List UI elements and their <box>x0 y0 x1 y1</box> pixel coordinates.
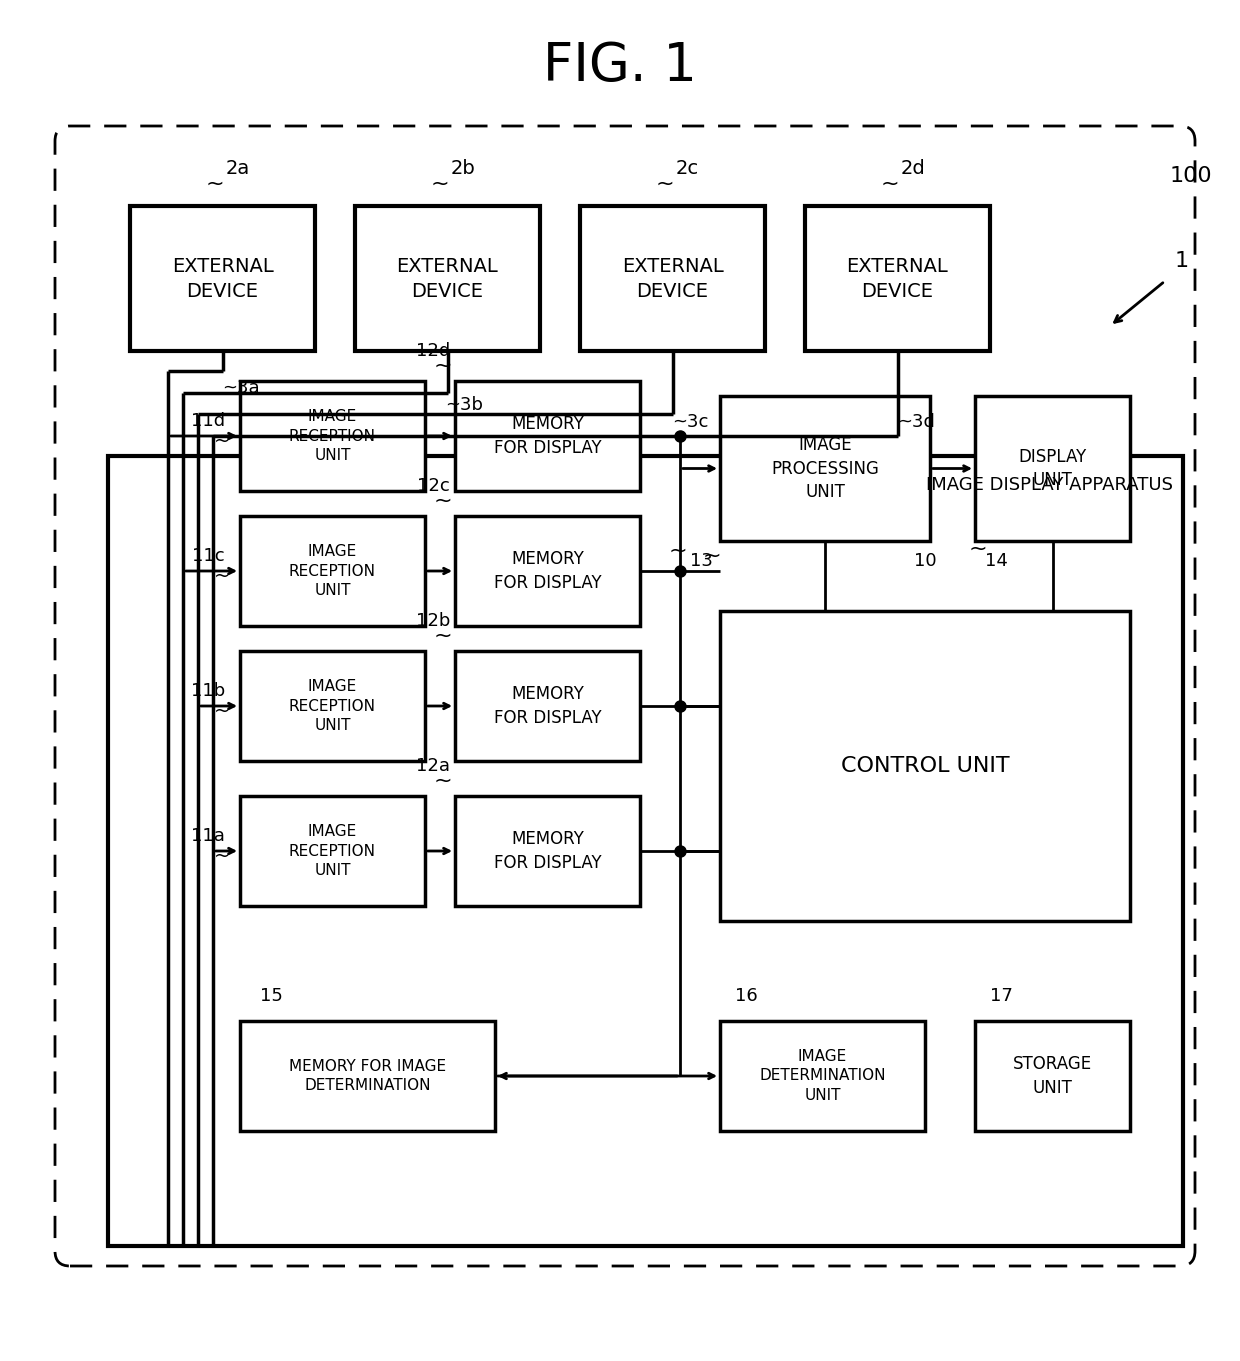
Text: 1: 1 <box>1176 250 1189 271</box>
Text: ~: ~ <box>434 626 453 646</box>
Bar <box>720 396 930 542</box>
Text: 16: 16 <box>735 987 758 1004</box>
Text: IMAGE
DETERMINATION
UNIT: IMAGE DETERMINATION UNIT <box>759 1049 885 1104</box>
Text: DISPLAY
UNIT: DISPLAY UNIT <box>1018 448 1086 490</box>
Bar <box>241 516 425 626</box>
Text: 12c: 12c <box>417 476 450 495</box>
Text: MEMORY
FOR DISPLAY: MEMORY FOR DISPLAY <box>494 415 601 457</box>
Text: IMAGE
PROCESSING
UNIT: IMAGE PROCESSING UNIT <box>771 436 879 501</box>
Text: ~: ~ <box>213 566 229 585</box>
Text: 2c: 2c <box>676 158 699 177</box>
Text: ~: ~ <box>703 546 722 566</box>
Text: 11a: 11a <box>191 827 224 845</box>
Text: IMAGE
RECEPTION
UNIT: IMAGE RECEPTION UNIT <box>289 823 376 878</box>
Text: ~: ~ <box>434 491 453 510</box>
Text: MEMORY
FOR DISPLAY: MEMORY FOR DISPLAY <box>494 830 601 872</box>
Text: ~: ~ <box>880 174 899 195</box>
Text: 11b: 11b <box>191 682 224 700</box>
Text: ~: ~ <box>968 539 987 559</box>
Text: MEMORY FOR IMAGE
DETERMINATION: MEMORY FOR IMAGE DETERMINATION <box>289 1059 446 1093</box>
Text: ~: ~ <box>213 431 229 450</box>
Text: ~: ~ <box>434 770 453 791</box>
Bar <box>355 206 539 351</box>
Text: MEMORY
FOR DISPLAY: MEMORY FOR DISPLAY <box>494 550 601 592</box>
Bar <box>108 456 1183 1247</box>
Text: 10: 10 <box>914 553 936 570</box>
Bar <box>130 206 315 351</box>
Bar <box>805 206 990 351</box>
Bar <box>720 611 1130 921</box>
Text: ~: ~ <box>430 174 449 195</box>
Text: IMAGE
RECEPTION
UNIT: IMAGE RECEPTION UNIT <box>289 543 376 599</box>
Text: IMAGE
RECEPTION
UNIT: IMAGE RECEPTION UNIT <box>289 679 376 734</box>
Bar <box>455 796 640 906</box>
Text: ~: ~ <box>434 357 453 376</box>
Text: 12b: 12b <box>415 612 450 630</box>
Text: ~3d: ~3d <box>897 412 935 431</box>
Text: STORAGE
UNIT: STORAGE UNIT <box>1013 1055 1092 1097</box>
Bar <box>455 516 640 626</box>
Bar <box>720 1021 925 1131</box>
Text: EXTERNAL
DEVICE: EXTERNAL DEVICE <box>621 256 723 301</box>
Text: FIG. 1: FIG. 1 <box>543 39 697 93</box>
Text: 100: 100 <box>1171 166 1213 186</box>
Text: 13: 13 <box>689 553 713 570</box>
Text: ~: ~ <box>213 701 229 720</box>
Text: 12a: 12a <box>415 757 450 774</box>
Bar <box>241 1021 495 1131</box>
Text: 12d: 12d <box>415 342 450 361</box>
Text: 17: 17 <box>990 987 1013 1004</box>
Bar <box>455 651 640 761</box>
Text: 11c: 11c <box>192 547 224 565</box>
Text: ~: ~ <box>213 847 229 866</box>
FancyBboxPatch shape <box>55 127 1195 1266</box>
Text: 14: 14 <box>985 553 1008 570</box>
Text: 15: 15 <box>260 987 283 1004</box>
Text: ~3b: ~3b <box>445 396 484 414</box>
Text: ~3c: ~3c <box>672 412 708 431</box>
Text: EXTERNAL
DEVICE: EXTERNAL DEVICE <box>847 256 949 301</box>
Bar <box>241 796 425 906</box>
Text: EXTERNAL
DEVICE: EXTERNAL DEVICE <box>171 256 273 301</box>
Bar <box>580 206 765 351</box>
Text: ~3a: ~3a <box>222 378 259 397</box>
Bar <box>975 1021 1130 1131</box>
Text: ~: ~ <box>668 542 687 561</box>
Text: CONTROL UNIT: CONTROL UNIT <box>841 755 1009 776</box>
Bar <box>975 396 1130 542</box>
Text: 11d: 11d <box>191 412 224 430</box>
Text: ~: ~ <box>205 174 223 195</box>
Text: 2d: 2d <box>900 158 925 177</box>
Text: 2b: 2b <box>450 158 475 177</box>
Text: EXTERNAL
DEVICE: EXTERNAL DEVICE <box>397 256 498 301</box>
Bar <box>455 381 640 491</box>
Text: 2a: 2a <box>226 158 249 177</box>
Text: IMAGE
RECEPTION
UNIT: IMAGE RECEPTION UNIT <box>289 408 376 463</box>
Bar <box>241 651 425 761</box>
Bar <box>241 381 425 491</box>
Text: ~: ~ <box>655 174 673 195</box>
Text: MEMORY
FOR DISPLAY: MEMORY FOR DISPLAY <box>494 685 601 727</box>
Text: IMAGE DISPLAY APPARATUS: IMAGE DISPLAY APPARATUS <box>926 476 1173 494</box>
